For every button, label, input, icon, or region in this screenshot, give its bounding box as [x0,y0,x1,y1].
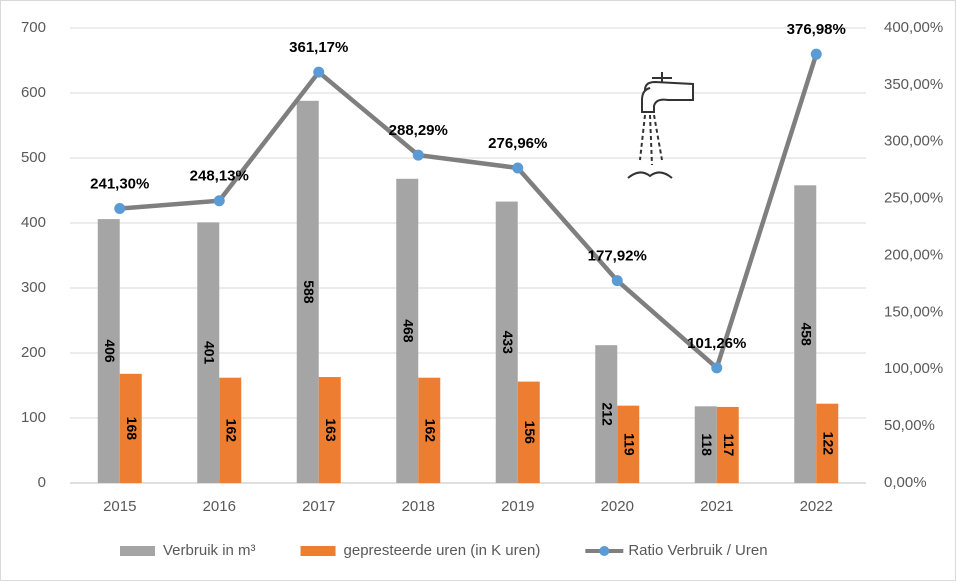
bar [617,405,640,483]
ratio-marker [711,362,723,374]
y-tick-label: 100 [21,409,46,426]
y-tick-label: 300 [21,279,46,296]
ratio-value-label: 376,98% [787,21,846,38]
ratio-value-label: 177,92% [588,248,647,265]
bar-value-label: 122 [821,432,837,456]
y-tick-label: 600 [21,84,46,101]
faucet-icon [627,72,694,179]
y-tick-label: 400 [21,214,46,231]
ratio-value-label: 241,30% [90,175,149,192]
bar [694,406,717,483]
legend-label: Ratio Verbruik / Uren [628,542,767,559]
bar-value-label: 588 [301,280,317,304]
ratio-line [119,53,819,372]
bar [219,377,242,483]
bar-value-label: 433 [500,331,516,355]
y2-tick-label: 100,00% [884,360,943,377]
bar-value-label: 163 [323,418,339,442]
ratio-marker [313,66,325,78]
bar-value-label: 117 [721,434,737,457]
ratio-marker [412,149,424,161]
ratio-marker [114,203,126,215]
bar-value-label: 406 [102,339,118,363]
bar-value-label: 212 [600,402,616,426]
x-tick-label: 2021 [700,498,733,515]
y2-tick-label: 300,00% [884,133,943,150]
bar-value-label: 468 [401,319,417,343]
x-tick-label: 2019 [501,498,534,515]
ratio-value-label: 276,96% [488,135,547,152]
bar [197,222,220,483]
bar-value-label: 458 [799,322,815,346]
bar [716,406,739,483]
bar [495,201,518,484]
y2-tick-label: 400,00% [884,19,943,36]
y2-tick-label: 50,00% [884,417,935,434]
bar-value-label: 401 [202,341,218,365]
bar [418,377,441,483]
ratio-value-label: 101,26% [687,335,746,352]
bar-value-label: 162 [423,419,439,443]
y2-tick-label: 0,00% [884,474,927,491]
bar [296,100,319,484]
bar [794,185,817,484]
legend-swatch [120,546,155,556]
ratio-marker [810,48,822,60]
legend-label: Verbruik in m³ [163,542,256,559]
y2-tick-label: 250,00% [884,190,943,207]
legend-marker [599,546,610,556]
bar-value-label: 168 [124,417,140,441]
ratio-marker [512,162,524,174]
bar-value-label: 119 [622,433,638,456]
bar [517,381,540,483]
bar-value-label: 156 [522,421,538,445]
legend-label: gepresteerde uren (in K uren) [344,542,541,559]
y2-tick-label: 350,00% [884,76,943,93]
bar [595,345,618,483]
bar [816,403,839,483]
x-tick-label: 2022 [800,498,833,515]
y2-tick-label: 200,00% [884,246,943,263]
x-tick-label: 2017 [302,498,335,515]
legend-swatch [300,546,336,556]
y2-tick-label: 150,00% [884,303,943,320]
x-tick-label: 2016 [203,498,236,515]
y-tick-label: 700 [21,19,46,36]
bar [119,373,142,483]
y-tick-label: 0 [38,474,46,491]
x-tick-label: 2018 [402,498,435,515]
ratio-marker [611,275,623,287]
bar-value-label: 118 [699,433,715,456]
y-tick-label: 500 [21,149,46,166]
bar [318,377,341,483]
y-tick-label: 200 [21,344,46,361]
bar-value-label: 162 [224,419,240,443]
bar [396,178,419,484]
ratio-value-label: 248,13% [190,168,249,185]
ratio-marker [213,195,225,207]
ratio-value-label: 288,29% [389,122,448,139]
ratio-value-label: 361,17% [289,39,348,56]
bar [97,219,120,483]
x-tick-label: 2015 [103,498,136,515]
x-tick-label: 2020 [601,498,634,515]
